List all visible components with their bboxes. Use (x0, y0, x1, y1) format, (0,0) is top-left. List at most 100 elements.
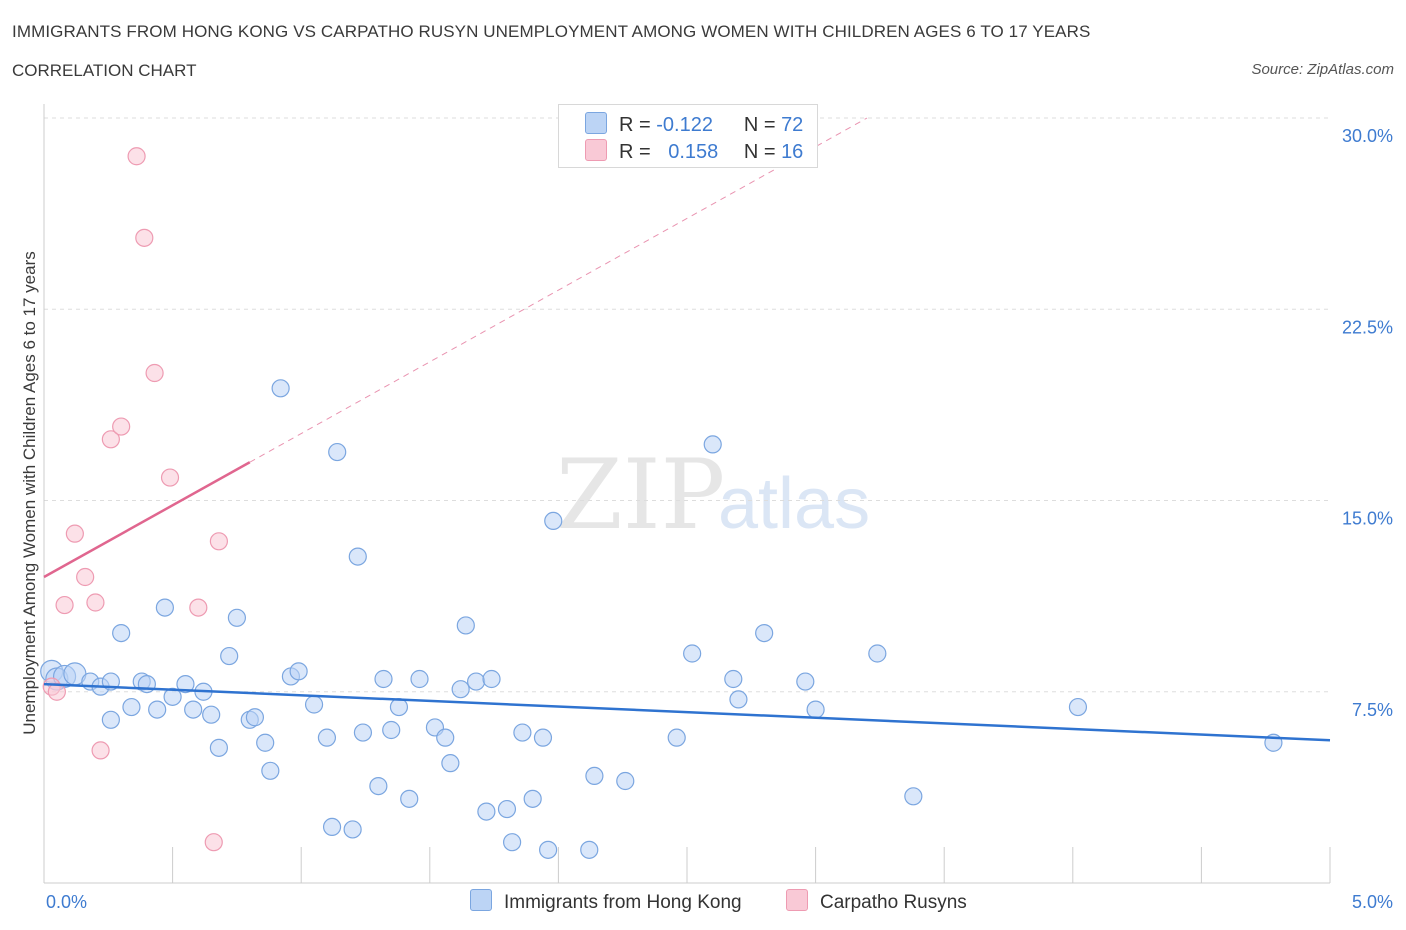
x-tick-label: 0.0% (46, 892, 87, 912)
chart-subtitle: CORRELATION CHART (12, 61, 197, 80)
data-point-hong-kong (163, 687, 182, 706)
data-point-hong-kong (904, 787, 923, 806)
y-tick-label: 22.5% (1342, 317, 1393, 337)
trend-line-immigrants-from-hong-kong (43, 682, 1331, 742)
data-point-hong-kong (477, 802, 496, 821)
data-point-hong-kong (616, 771, 635, 791)
data-point-carpatho-rusyns (209, 532, 228, 551)
source-credit: Source: ZipAtlas.com (1251, 61, 1394, 78)
bottom-legend-label: Carpatho Rusyns (820, 892, 967, 913)
y-axis-label: Unemployment Among Women with Children A… (20, 251, 39, 735)
bottom-legend-swatch-pink (786, 889, 808, 911)
data-point-hong-kong (317, 728, 337, 747)
data-point-hong-kong (513, 723, 532, 742)
data-point-hong-kong (523, 789, 542, 808)
data-point-hong-kong (400, 789, 419, 808)
legend-n-value: 72 (781, 114, 804, 136)
legend-r-label: R = (619, 141, 651, 163)
chart-title: IMMIGRANTS FROM HONG KONG VS CARPATHO RU… (12, 22, 1091, 41)
data-point-hong-kong (256, 733, 275, 752)
data-point-hong-kong (729, 690, 748, 709)
data-point-hong-kong (755, 623, 774, 643)
x-tick-label: 5.0% (1352, 892, 1393, 912)
data-point-hong-kong (101, 710, 120, 729)
grid-lines (44, 117, 1330, 693)
data-point-hong-kong (466, 672, 486, 691)
data-point-hong-kong (176, 674, 195, 694)
data-point-carpatho-rusyns (65, 524, 84, 543)
data-point-hong-kong (868, 644, 887, 663)
data-point-hong-kong (539, 840, 558, 859)
data-point-hong-kong (202, 705, 221, 724)
watermark-zip: ZIP (556, 439, 725, 551)
bottom-legend-carpatho-rusyns: Carpatho Rusyns (786, 889, 967, 914)
data-point-hong-kong (261, 761, 280, 780)
bottom-legend-label: Immigrants from Hong Kong (504, 892, 742, 913)
data-point-hong-kong (289, 662, 308, 681)
data-point-hong-kong (410, 669, 429, 689)
data-point-carpatho-rusyns (112, 417, 131, 436)
data-point-carpatho-rusyns (135, 228, 154, 247)
data-point-hong-kong (683, 644, 702, 663)
legend-r-label: R = (619, 114, 651, 136)
bottom-legend-hong-kong: Immigrants from Hong Kong (470, 889, 742, 914)
data-point-carpatho-rusyns (76, 567, 95, 587)
data-point-hong-kong (382, 720, 401, 740)
data-point-hong-kong (497, 799, 517, 819)
x-tick-labels: 0.0% 5.0% (46, 892, 1393, 912)
data-point-hong-kong (436, 728, 455, 747)
data-point-hong-kong (1068, 697, 1088, 717)
trend-line-carpatho-rusyns (43, 117, 868, 579)
y-tick-label: 15.0% (1342, 509, 1393, 529)
data-point-hong-kong (184, 700, 203, 719)
data-point-hong-kong (122, 697, 141, 717)
watermark-atlas: atlas (718, 464, 870, 544)
trend-line-extension (249, 117, 868, 463)
legend-n-label: N = (743, 114, 776, 136)
data-point-hong-kong (544, 511, 563, 531)
data-point-hong-kong (451, 680, 470, 699)
y-tick-label: 30.0% (1342, 126, 1393, 146)
data-point-hong-kong (304, 695, 324, 714)
data-point-hong-kong (209, 738, 228, 757)
data-point-hong-kong (155, 598, 174, 617)
data-point-hong-kong (503, 833, 522, 852)
y-tick-labels: 7.5% 15.0% 22.5% 30.0% (1342, 126, 1393, 720)
data-point-hong-kong (348, 547, 367, 566)
correlation-legend: R = -0.122 N = 72 R = 0.158 N = 16 (558, 104, 818, 168)
data-point-carpatho-rusyns (86, 593, 105, 612)
legend-swatch-pink (585, 139, 607, 161)
data-point-hong-kong (796, 672, 815, 691)
data-point-hong-kong (585, 766, 604, 786)
legend-n-label: N = (743, 141, 776, 163)
legend-r-value: 0.158 (668, 141, 719, 163)
data-point-hong-kong (441, 754, 460, 773)
legend-row-carpatho-rusyns: R = 0.158 N = 16 (585, 139, 803, 165)
data-point-carpatho-rusyns (101, 430, 120, 449)
series-immigrants-from-hong-kong (40, 379, 1283, 859)
data-point-hong-kong (112, 623, 131, 643)
y-tick-label: 7.5% (1352, 700, 1393, 720)
data-point-hong-kong (245, 708, 265, 727)
data-point-hong-kong (580, 840, 599, 859)
data-point-hong-kong (806, 700, 825, 719)
data-point-hong-kong (353, 723, 373, 742)
data-point-hong-kong (148, 700, 167, 719)
legend-r-value: -0.122 (656, 114, 713, 136)
data-point-carpatho-rusyns (145, 363, 164, 383)
data-point-hong-kong (703, 435, 722, 454)
data-point-hong-kong (724, 669, 743, 689)
data-point-hong-kong (220, 646, 239, 666)
data-point-carpatho-rusyns (127, 147, 146, 166)
legend-n-value: 16 (781, 141, 804, 163)
data-point-carpatho-rusyns (91, 741, 110, 760)
data-point-carpatho-rusyns (204, 833, 223, 852)
data-point-hong-kong (482, 669, 501, 689)
data-point-hong-kong (271, 379, 290, 398)
axes (43, 104, 1331, 884)
data-point-carpatho-rusyns (47, 682, 66, 701)
watermark: ZIP atlas (556, 439, 870, 551)
bottom-legend-swatch-blue (470, 889, 492, 911)
data-point-hong-kong (343, 820, 362, 839)
